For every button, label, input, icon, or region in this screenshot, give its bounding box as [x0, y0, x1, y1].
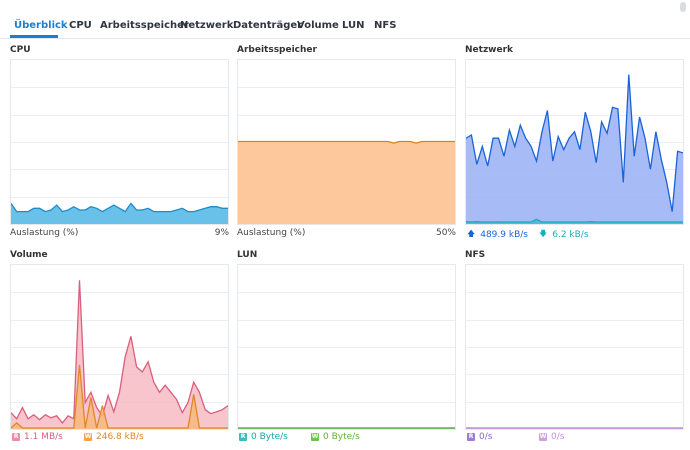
- nfs-read-legend: R 0/s: [467, 432, 492, 442]
- panel-title: LUN: [237, 250, 258, 260]
- read-badge-icon: R: [467, 433, 475, 441]
- nfs-write-value: 0/s: [551, 432, 565, 442]
- network-down-value: 6.2 kB/s: [552, 230, 589, 240]
- lun-chart: [237, 264, 456, 430]
- network-chart: [465, 59, 684, 225]
- volume-write-value: 246.8 kB/s: [96, 432, 144, 442]
- series-area-auslastung: [11, 203, 228, 224]
- memory-footer-value: 50%: [435, 228, 456, 238]
- memory-chart: [237, 59, 456, 225]
- network-down-legend: 🡇 6.2 kB/s: [539, 228, 589, 242]
- cpu-chart-svg: [11, 87, 228, 224]
- memory-footer: Auslastung (%) 50%: [237, 228, 456, 238]
- series-area-up: [466, 74, 683, 224]
- series-area-read: [11, 280, 228, 429]
- memory-footer-label: Auslastung (%): [237, 228, 306, 238]
- tab-nfs[interactable]: NFS: [374, 20, 397, 31]
- cpu-chart: [10, 59, 229, 225]
- network-up-value: 489.9 kB/s: [480, 230, 528, 240]
- series-line-auslastung: [11, 202, 228, 213]
- series-line-down: [466, 218, 683, 223]
- nfs-chart-svg: [466, 292, 683, 429]
- nfs-read-value: 0/s: [479, 432, 493, 442]
- tab-overview[interactable]: Überblick: [14, 20, 68, 31]
- lun-chart-svg: [238, 292, 455, 429]
- network-up-legend: 🡅 489.9 kB/s: [467, 228, 528, 242]
- volume-chart-svg: [11, 280, 228, 429]
- cpu-footer: Auslastung (%) 9%: [10, 228, 229, 238]
- lun-read-value: 0 Byte/s: [251, 432, 288, 442]
- write-badge-icon: W: [311, 433, 319, 441]
- lun-read-legend: R 0 Byte/s: [239, 432, 288, 442]
- volume-read-legend: R 1.1 MB/s: [12, 432, 63, 442]
- cpu-footer-label: Auslastung (%): [10, 228, 79, 238]
- series-area-down: [466, 219, 683, 224]
- series-line-up: [466, 74, 683, 212]
- lun-write-value: 0 Byte/s: [323, 432, 360, 442]
- panel-title: Netzwerk: [465, 45, 514, 55]
- panel-title: NFS: [465, 250, 486, 260]
- read-badge-icon: R: [239, 433, 247, 441]
- tab-network[interactable]: Netzwerk: [180, 20, 234, 31]
- write-badge-icon: W: [84, 433, 92, 441]
- volume-panel: Volume R 1.1 MB/s W 246.8 kB/s: [10, 250, 229, 446]
- memory-chart-svg: [238, 87, 455, 224]
- tab-volume[interactable]: Volume: [297, 20, 339, 31]
- tab-bar: Überblick CPU Arbeitsspeicher Netzwerk D…: [0, 0, 690, 39]
- lun-panel: LUN R 0 Byte/s W 0 Byte/s: [237, 250, 456, 446]
- nfs-chart: [465, 264, 684, 430]
- series-line-read: [11, 280, 228, 424]
- series-area-auslastung: [238, 141, 455, 224]
- tab-disks[interactable]: Datenträger: [233, 20, 303, 31]
- tab-lun[interactable]: LUN: [342, 20, 365, 31]
- nfs-panel: NFS R 0/s W 0/s: [465, 250, 684, 446]
- panel-title: Volume: [10, 250, 48, 260]
- volume-chart: [10, 264, 229, 430]
- volume-read-value: 1.1 MB/s: [24, 432, 63, 442]
- read-badge-icon: R: [12, 433, 20, 441]
- cpu-panel: CPU Auslastung (%) 9%: [10, 45, 229, 245]
- scrollbar[interactable]: [680, 2, 686, 12]
- write-badge-icon: W: [539, 433, 547, 441]
- series-line-auslastung: [238, 140, 455, 144]
- tab-cpu[interactable]: CPU: [69, 20, 92, 31]
- download-arrow-icon: 🡇: [539, 229, 548, 238]
- upload-arrow-icon: 🡅: [467, 229, 476, 238]
- panel-title: CPU: [10, 45, 31, 55]
- memory-panel: Arbeitsspeicher Auslastung (%) 50%: [237, 45, 456, 245]
- panel-title: Arbeitsspeicher: [237, 45, 317, 55]
- series-line-write: [11, 364, 228, 429]
- cpu-footer-value: 9%: [214, 228, 229, 238]
- volume-write-legend: W 246.8 kB/s: [84, 432, 144, 442]
- lun-write-legend: W 0 Byte/s: [311, 432, 360, 442]
- nfs-write-legend: W 0/s: [539, 432, 564, 442]
- tab-memory[interactable]: Arbeitsspeicher: [100, 20, 189, 31]
- active-tab-indicator: [10, 35, 58, 38]
- network-chart-svg: [466, 74, 683, 224]
- network-panel: Netzwerk 🡅 489.9 kB/s 🡇 6.2 kB/s: [465, 45, 684, 245]
